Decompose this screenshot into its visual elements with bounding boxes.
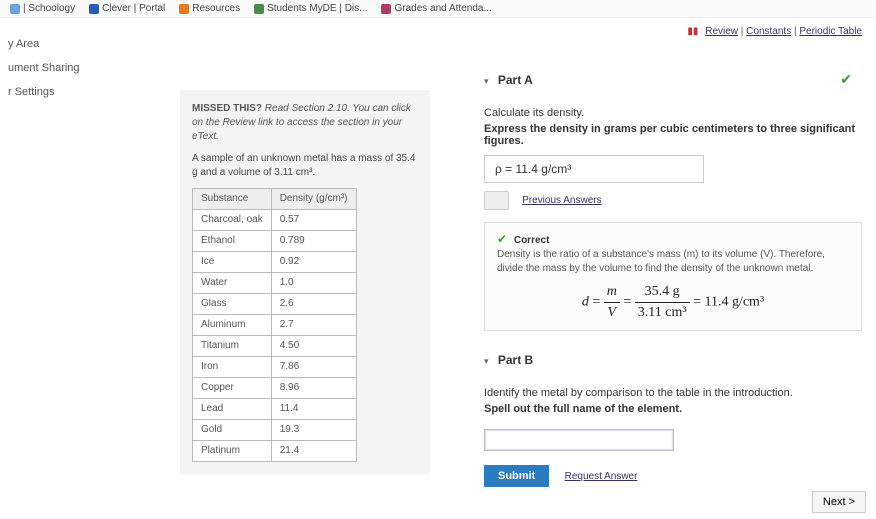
tab-icon	[10, 4, 20, 14]
table-row: Iron7.86	[193, 357, 357, 378]
part-b-header[interactable]: Part B	[484, 347, 862, 373]
question-panel: ▮▮ Review | Constants | Periodic Table P…	[470, 18, 876, 487]
table-row: Ice0.92	[193, 252, 357, 273]
col-density: Density (g/cm³)	[271, 189, 356, 210]
browser-tabs: | Schoology Clever | Portal Resources St…	[0, 0, 876, 18]
submit-button[interactable]: Submit	[484, 465, 549, 487]
check-icon: ✔	[840, 71, 852, 88]
check-icon: ✔	[497, 232, 507, 246]
tab-icon	[89, 4, 99, 14]
part-b-instruction: Identify the metal by comparison to the …	[484, 387, 862, 399]
tab-clever[interactable]: Clever | Portal	[85, 3, 169, 14]
submit-disabled	[484, 191, 509, 210]
missed-note: MISSED THIS? Read Section 2.10. You can …	[192, 102, 418, 144]
table-row: Ethanol0.789	[193, 231, 357, 252]
part-a-header[interactable]: Part A ✔	[484, 67, 862, 93]
correct-text: Density is the ratio of a substance's ma…	[497, 249, 825, 274]
table-row: Titanium4.50	[193, 336, 357, 357]
tab-icon	[254, 4, 264, 14]
tab-resources[interactable]: Resources	[175, 3, 244, 14]
sidebar-item-settings[interactable]: r Settings	[8, 80, 112, 104]
request-answer-link[interactable]: Request Answer	[565, 471, 638, 482]
table-row: Gold19.3	[193, 420, 357, 441]
previous-answers-link[interactable]: Previous Answers	[522, 195, 601, 206]
book-icon: ▮▮	[687, 26, 698, 37]
density-equation: d = mV = 35.4 g3.11 cm³ = 11.4 g/cm³	[497, 282, 849, 322]
tab-grades[interactable]: Grades and Attenda...	[377, 3, 495, 14]
correct-label: Correct	[514, 235, 550, 246]
correct-feedback: ✔ Correct Density is the ratio of a subs…	[484, 222, 862, 331]
review-link[interactable]: Review	[705, 26, 738, 37]
sidebar-item-sharing[interactable]: ument Sharing	[8, 56, 112, 80]
constants-link[interactable]: Constants	[746, 26, 791, 37]
part-b-title: Part B	[498, 353, 533, 367]
tab-students[interactable]: Students MyDE | Dis...	[250, 3, 371, 14]
tab-schoology[interactable]: | Schoology	[6, 3, 79, 14]
tab-icon	[381, 4, 391, 14]
table-row: Platinum21.4	[193, 441, 357, 462]
table-row: Aluminum2.7	[193, 315, 357, 336]
table-row: Copper8.96	[193, 378, 357, 399]
col-substance: Substance	[193, 189, 272, 210]
density-table: SubstanceDensity (g/cm³) Charcoal, oak0.…	[192, 188, 357, 462]
table-row: Lead11.4	[193, 399, 357, 420]
sidebar-item-area[interactable]: y Area	[8, 32, 112, 56]
sample-text: A sample of an unknown metal has a mass …	[192, 152, 418, 180]
table-row: Glass2.6	[193, 294, 357, 315]
part-a-instruction-bold: Express the density in grams per cubic c…	[484, 123, 862, 147]
part-a-instruction: Calculate its density.	[484, 107, 862, 119]
part-a-answer: ρ = 11.4 g/cm³	[484, 155, 704, 183]
left-sidebar: y Area ument Sharing r Settings	[0, 18, 120, 118]
element-name-input[interactable]	[484, 429, 674, 451]
intro-panel: MISSED THIS? Read Section 2.10. You can …	[180, 90, 430, 474]
table-row: Charcoal, oak0.57	[193, 210, 357, 231]
tab-icon	[179, 4, 189, 14]
table-row: Water1.0	[193, 273, 357, 294]
next-button[interactable]: Next >	[812, 491, 866, 513]
part-a-title: Part A	[498, 73, 533, 87]
part-b-instruction-bold: Spell out the full name of the element.	[484, 403, 862, 415]
top-links: ▮▮ Review | Constants | Periodic Table	[484, 26, 862, 37]
periodic-link[interactable]: Periodic Table	[799, 26, 862, 37]
